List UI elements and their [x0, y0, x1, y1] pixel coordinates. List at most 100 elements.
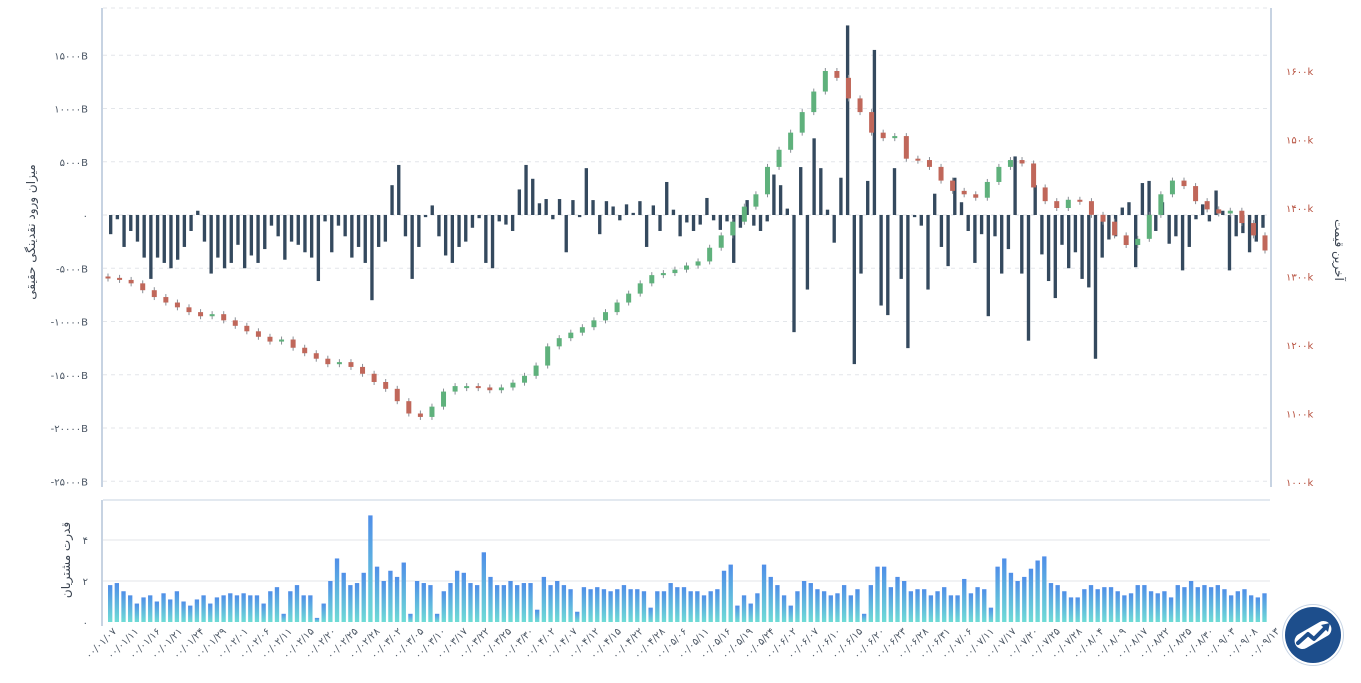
flow-bar — [142, 215, 146, 258]
flow-bar — [839, 177, 843, 215]
power-bar — [154, 601, 160, 622]
flow-bar — [832, 215, 836, 243]
flow-bar — [155, 215, 160, 258]
flow-bar — [497, 215, 501, 222]
flow-bar — [289, 215, 294, 242]
price-candle — [695, 261, 701, 266]
flow-bar — [135, 215, 140, 242]
power-bar — [668, 583, 673, 622]
flow-bar — [819, 168, 823, 215]
flow-bar — [323, 215, 327, 222]
power-grid — [103, 539, 1270, 582]
power-bar — [261, 603, 266, 622]
price-candle — [163, 297, 169, 303]
flow-bar — [758, 215, 763, 231]
flow-bar — [738, 215, 743, 228]
flow-bar — [665, 181, 669, 215]
left-tick-label: -۱۵۰۰۰B — [51, 371, 88, 382]
price-candle — [741, 206, 747, 222]
flow-bar — [544, 199, 548, 215]
power-bar — [328, 581, 333, 622]
flow-bar — [470, 215, 475, 228]
power-bar — [888, 587, 894, 622]
price-candle — [1077, 199, 1083, 202]
flow-bar — [584, 168, 589, 215]
flow-bar — [993, 215, 997, 237]
price-candle — [1250, 223, 1256, 236]
price-candle — [174, 302, 180, 308]
power-bar — [875, 566, 880, 622]
brand-logo — [1285, 607, 1341, 663]
price-candle — [1054, 201, 1060, 208]
flow-bar — [1201, 204, 1205, 215]
price-candle — [360, 366, 366, 374]
power-bar — [988, 607, 994, 622]
power-bar — [628, 589, 633, 622]
power-bar — [935, 591, 940, 622]
price-candle — [1216, 209, 1222, 214]
flow-bar — [1000, 215, 1004, 274]
price-candle — [232, 320, 238, 326]
price-candle — [394, 388, 400, 402]
flow-bar — [363, 215, 367, 263]
flow-bar — [1234, 215, 1238, 237]
flow-bar — [1154, 215, 1158, 231]
flow-bar — [1147, 180, 1151, 215]
flow-bar — [504, 215, 508, 225]
flow-bar — [276, 215, 280, 237]
price-candle — [1239, 210, 1245, 224]
chart-frames — [101, 8, 1272, 626]
power-bar — [368, 515, 373, 622]
flow-bar — [356, 215, 361, 247]
price-candle — [464, 386, 470, 389]
flow-bar — [551, 215, 555, 220]
price-candle — [950, 180, 956, 191]
price-candle — [151, 290, 157, 298]
flow-bar — [631, 212, 635, 215]
power-bar — [501, 585, 507, 622]
flow-bar — [269, 215, 274, 226]
power-bar — [1002, 558, 1007, 622]
price-candle — [973, 194, 979, 198]
flow-bar — [671, 209, 676, 215]
price-candle — [1065, 199, 1071, 208]
power-bar — [454, 570, 460, 622]
flow-bar — [242, 215, 247, 269]
power-bar — [781, 595, 787, 622]
power-bar — [394, 576, 400, 622]
price-candle — [869, 112, 875, 133]
price-candle — [1019, 160, 1025, 164]
flow-bar — [309, 215, 314, 258]
power-bar — [321, 603, 326, 622]
power-bar — [281, 613, 286, 622]
price-candle — [984, 181, 990, 198]
power-bar — [234, 595, 240, 622]
flow-bar — [644, 215, 649, 247]
power-bar — [575, 611, 580, 622]
flow-bar — [343, 215, 347, 237]
power-bar — [828, 595, 833, 622]
flow-bar — [189, 215, 193, 231]
left-tick-label: ۰ — [83, 211, 88, 222]
price-candle — [1169, 180, 1175, 195]
flow-bar — [443, 215, 448, 256]
price-candle — [880, 132, 886, 139]
flow-bar — [953, 177, 957, 215]
flow-bar — [852, 215, 856, 365]
power-bar — [1148, 591, 1154, 622]
power-bar — [681, 587, 687, 622]
power-bar — [1235, 591, 1240, 622]
power-bar — [581, 587, 587, 622]
power-bar — [108, 585, 113, 622]
price-candle — [221, 314, 227, 321]
flow-bar — [149, 215, 153, 279]
right-tick-label: ۱۶۰۰k — [1286, 67, 1313, 78]
flow-bar — [350, 215, 354, 258]
flow-bar — [973, 215, 977, 263]
power-bar — [601, 589, 607, 622]
power-bar — [588, 589, 593, 622]
flow-bar — [557, 199, 562, 215]
flow-bar — [685, 215, 689, 223]
power-bar — [474, 585, 480, 622]
power-bar — [388, 570, 393, 622]
